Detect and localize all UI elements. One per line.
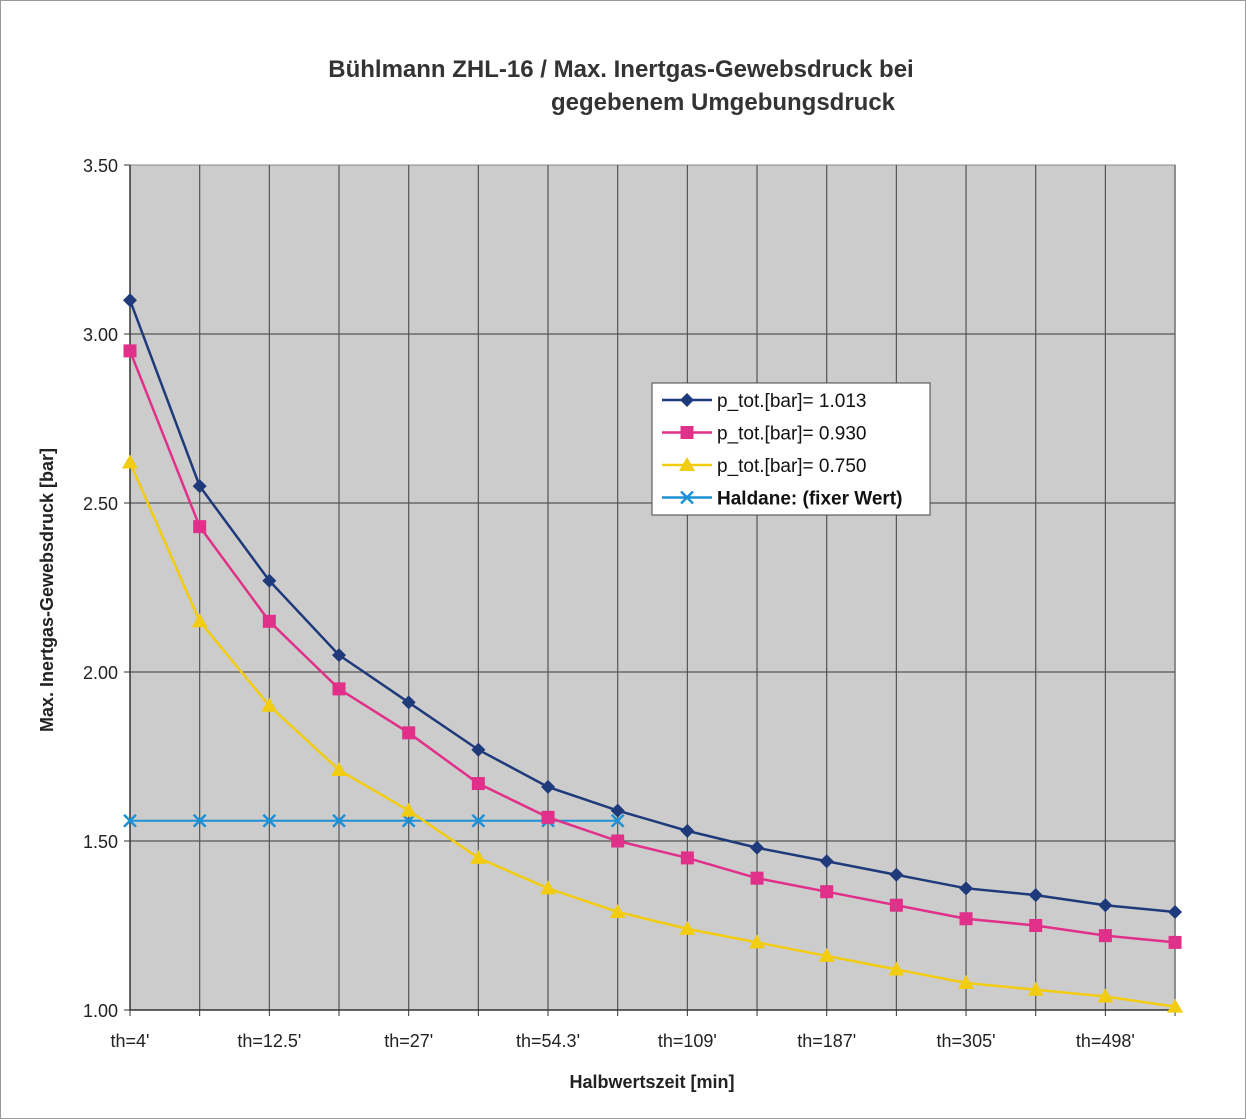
- x-tick-label: th=27': [384, 1031, 433, 1051]
- legend-entry: p_tot.[bar]= 0.750: [662, 456, 866, 477]
- series-square: [123, 344, 1182, 949]
- data-point: [401, 695, 416, 710]
- legend-label: p_tot.[bar]= 1.013: [717, 391, 866, 412]
- data-point: [470, 849, 487, 864]
- data-point: [820, 885, 834, 899]
- data-point: [331, 762, 348, 777]
- legend-marker: [680, 490, 694, 505]
- data-point: [750, 871, 764, 885]
- data-point: [680, 851, 694, 865]
- data-point: [123, 344, 137, 358]
- legend-marker: [679, 457, 695, 471]
- data-point: [819, 854, 834, 869]
- data-point: [1028, 888, 1043, 903]
- data-point: [401, 813, 416, 828]
- data-point: [1097, 988, 1114, 1003]
- data-point: [262, 614, 276, 628]
- series-line: [128, 350, 1176, 944]
- data-point: [1098, 898, 1113, 913]
- x-tick-label: th=187': [797, 1031, 856, 1051]
- data-point: [540, 880, 557, 895]
- data-point: [749, 934, 766, 949]
- data-point: [400, 802, 417, 817]
- chart-title-line2: gegebenem Umgebungsdruck: [551, 89, 896, 116]
- data-point: [471, 742, 486, 757]
- data-point: [1168, 935, 1182, 949]
- data-point: [818, 947, 835, 962]
- data-point: [332, 813, 346, 828]
- data-point: [332, 682, 346, 696]
- chart-title-line1: Bühlmann ZHL-16 / Max. Inertgas-Gewebsdr…: [328, 56, 913, 83]
- data-point: [122, 454, 138, 469]
- data-point: [123, 813, 137, 828]
- data-point: [1098, 929, 1112, 943]
- plot-area: [129, 164, 1176, 1011]
- x-axis-label: Halbwertszeit [min]: [569, 1072, 734, 1092]
- data-point: [888, 961, 905, 976]
- data-point: [1168, 904, 1183, 919]
- legend-entry: p_tot.[bar]= 1.013: [662, 391, 866, 412]
- legend-label: Haldane: (fixer Wert): [717, 489, 902, 510]
- legend-label: p_tot.[bar]= 0.750: [717, 456, 866, 477]
- series-line: [128, 299, 1176, 914]
- data-point: [609, 903, 626, 918]
- data-point: [611, 834, 625, 848]
- series-diamond: [123, 293, 1183, 919]
- legend-box: [651, 382, 931, 516]
- data-point: [191, 613, 208, 628]
- data-point: [679, 920, 696, 935]
- legend-entry: p_tot.[bar]= 0.930: [662, 424, 866, 445]
- data-point: [262, 813, 277, 828]
- x-tick-label: th=498': [1076, 1031, 1135, 1051]
- y-tick-label: 2.50: [83, 494, 118, 514]
- axis-layer: 1.00 1.50 2.00 2.50 3.00 3.50 th=4' th=12.5' th=…: [83, 156, 1176, 1051]
- data-point: [750, 840, 765, 855]
- legend: p_tot.[bar]= 1.013 p_tot.[bar]= 0.930 p_to…: [651, 382, 931, 516]
- legend-label: p_tot.[bar]= 0.930: [717, 424, 866, 445]
- data-point: [261, 697, 278, 712]
- data-point: [192, 479, 207, 494]
- data-point: [958, 974, 975, 989]
- y-tick-label: 3.00: [83, 325, 118, 345]
- data-point: [332, 648, 347, 663]
- y-tick-label: 1.50: [83, 832, 118, 852]
- series-layer: [122, 293, 1184, 1013]
- data-point: [541, 779, 556, 794]
- series-triangle: [122, 454, 1184, 1013]
- legend-entry: Haldane: (fixer Wert): [662, 489, 902, 510]
- data-point: [959, 881, 974, 896]
- data-point: [123, 293, 137, 308]
- data-point: [193, 520, 207, 534]
- legend-marker: [680, 426, 694, 439]
- legend-marker: [680, 393, 694, 407]
- data-point: [541, 810, 555, 824]
- data-point: [471, 813, 486, 828]
- x-tick-label: th=305': [937, 1031, 996, 1051]
- data-point: [402, 726, 416, 740]
- data-point: [1029, 919, 1043, 932]
- data-point: [680, 823, 695, 838]
- data-point: [1027, 981, 1044, 996]
- y-axis-label: Max. Inertgas-Gewebsdruck [bar]: [37, 448, 57, 732]
- series-line: [128, 461, 1176, 1008]
- data-point: [471, 777, 485, 791]
- x-tick-label: th=109': [658, 1031, 717, 1051]
- x-tick-label: th=12.5': [237, 1031, 301, 1051]
- data-point: [610, 803, 625, 818]
- data-point: [1167, 998, 1184, 1013]
- x-tick-label: th=54.3': [516, 1031, 580, 1051]
- y-tick-label: 2.00: [83, 663, 118, 683]
- data-point: [610, 813, 625, 828]
- data-point: [959, 912, 973, 926]
- data-point: [889, 898, 903, 912]
- y-tick-label: 1.00: [83, 1001, 118, 1021]
- y-tick-label: 3.50: [83, 156, 118, 176]
- x-tick-label: th=4': [111, 1031, 150, 1051]
- data-point: [262, 573, 277, 588]
- data-point: [192, 813, 207, 828]
- data-point: [889, 867, 904, 882]
